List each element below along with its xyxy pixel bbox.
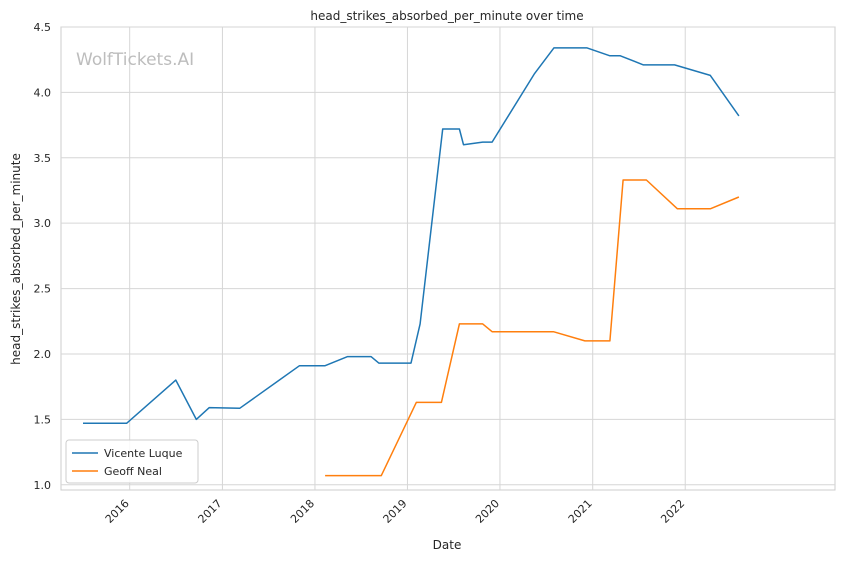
- x-tick-label: 2019: [381, 497, 410, 526]
- y-tick-label: 4.5: [34, 21, 52, 34]
- x-tick-label: 2016: [103, 497, 132, 526]
- legend-label-vicente-luque: Vicente Luque: [104, 447, 183, 460]
- y-axis-label: head_strikes_absorbed_per_minute: [9, 153, 23, 365]
- chart-title: head_strikes_absorbed_per_minute over ti…: [310, 9, 583, 23]
- x-axis-label: Date: [433, 538, 462, 552]
- y-tick-label: 2.5: [34, 283, 52, 296]
- legend-box: [65, 439, 199, 484]
- y-tick-label: 4.0: [34, 86, 52, 99]
- x-axis-ticks: 2016 2017 2018 2019 2020 2021 2022: [103, 497, 688, 526]
- y-tick-label: 3.0: [34, 217, 52, 230]
- x-tick-label: 2022: [658, 497, 687, 526]
- x-tick-label: 2017: [196, 497, 225, 526]
- y-axis-ticks: 1.0 1.5 2.0 2.5 3.0 3.5 4.0 4.5: [34, 21, 52, 492]
- series-layer: [83, 47, 740, 477]
- grid: [61, 26, 835, 490]
- y-tick-label: 1.0: [34, 479, 52, 492]
- x-tick-label: 2018: [288, 497, 317, 526]
- y-tick-label: 3.5: [34, 152, 52, 165]
- series-line-geoff-neal: [325, 179, 740, 477]
- series-line-vicente-luque: [83, 47, 740, 425]
- watermark: WolfTickets.AI: [76, 50, 194, 70]
- x-tick-label: 2021: [566, 497, 595, 526]
- y-tick-label: 1.5: [34, 413, 52, 426]
- y-tick-label: 2.0: [34, 348, 52, 361]
- x-tick-label: 2020: [473, 497, 502, 526]
- plot-area: [60, 26, 836, 491]
- legend-label-geoff-neal: Geoff Neal: [104, 465, 162, 478]
- legend: Vicente Luque Geoff Neal: [65, 439, 199, 484]
